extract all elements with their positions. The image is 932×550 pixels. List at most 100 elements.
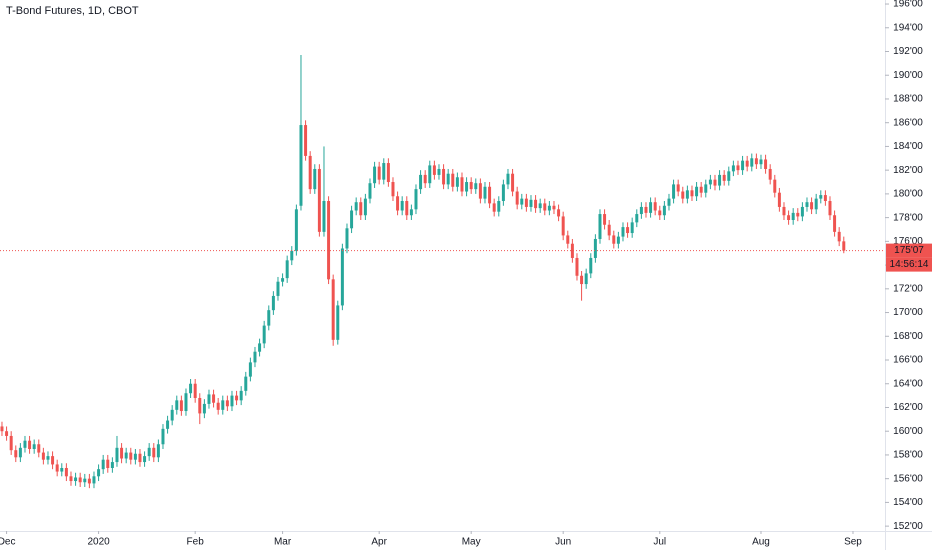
candle-body <box>97 469 101 477</box>
candle-body <box>175 400 179 410</box>
candle-body <box>55 464 59 472</box>
candle-body <box>589 257 593 274</box>
candle-body <box>189 383 193 394</box>
candle-body <box>741 160 745 171</box>
candle-body <box>152 447 156 458</box>
candle-body <box>115 447 119 463</box>
candle-body <box>216 402 220 410</box>
candle-body <box>391 182 395 197</box>
candle-body <box>446 173 450 185</box>
x-tick-label: Apr <box>371 537 387 548</box>
y-tick-label: 182'00 <box>893 165 923 176</box>
candle-body <box>451 173 455 187</box>
chart-title: T-Bond Futures, 1D, CBOT <box>6 5 139 17</box>
candle-body <box>276 281 280 296</box>
candle-body <box>649 202 653 213</box>
candle-body <box>745 160 749 167</box>
x-tick-label: Dec <box>0 537 15 548</box>
candle-body <box>842 241 846 251</box>
candle-body <box>759 159 763 165</box>
y-tick-label: 186'00 <box>893 117 923 128</box>
candle-body <box>83 478 87 483</box>
candle-body <box>442 168 446 185</box>
candle-body <box>60 467 64 472</box>
x-tick-label: Aug <box>752 537 770 548</box>
candle-body <box>207 394 211 404</box>
candle-body <box>414 189 418 210</box>
candle-body <box>511 173 515 192</box>
candle-body <box>101 459 105 470</box>
candle-body <box>653 202 657 211</box>
candle-body <box>543 203 547 211</box>
y-tick-label: 172'00 <box>893 283 923 294</box>
candle-body <box>833 215 837 232</box>
candle-body <box>658 210 662 216</box>
candle-body <box>253 351 257 363</box>
candle-body <box>248 362 252 377</box>
candle-body <box>662 205 666 216</box>
candle-body <box>685 190 689 199</box>
candle-body <box>41 452 45 460</box>
candle-body <box>133 453 137 460</box>
candle-body <box>607 224 611 236</box>
candle-body <box>782 206 786 216</box>
countdown-box <box>886 257 932 272</box>
candle-body <box>78 477 82 483</box>
y-tick-label: 178'00 <box>893 212 923 223</box>
candle-body <box>750 158 754 167</box>
candle-body <box>377 166 381 180</box>
candle-body <box>695 186 699 197</box>
x-tick-label: Jun <box>555 537 571 548</box>
y-tick-label: 156'00 <box>893 473 923 484</box>
candle-body <box>644 206 648 213</box>
candle-body <box>327 201 331 280</box>
candle-body <box>156 444 160 458</box>
candle-body <box>290 250 294 261</box>
candle-body <box>354 202 358 211</box>
candle-body <box>718 174 722 186</box>
candle-body <box>547 205 551 211</box>
candle-body <box>520 198 524 205</box>
candle-body <box>244 376 248 391</box>
candle-body <box>681 191 685 199</box>
candle-body <box>386 163 390 183</box>
candle-body <box>235 395 239 401</box>
candle-body <box>336 305 340 340</box>
candle-body <box>405 201 409 216</box>
x-tick-label: 2020 <box>87 537 110 548</box>
candle-body <box>690 190 694 197</box>
candle-body <box>465 182 469 192</box>
candle-body <box>350 210 354 229</box>
candle-body <box>46 456 50 460</box>
last-price-box <box>886 243 932 258</box>
candle-body <box>768 168 772 180</box>
candle-body <box>667 198 671 206</box>
candle-body <box>538 203 542 209</box>
candle-body <box>138 453 142 463</box>
candle-body <box>262 325 266 344</box>
candle-body <box>258 343 262 352</box>
y-tick-label: 166'00 <box>893 355 923 366</box>
candle-body <box>32 444 36 450</box>
candle-body <box>428 165 432 184</box>
candle-body <box>368 183 372 199</box>
candle-body <box>409 209 413 216</box>
y-tick-label: 164'00 <box>893 378 923 389</box>
candle-body <box>800 206 804 217</box>
candle-body <box>810 202 814 210</box>
candle-body <box>713 179 717 186</box>
candle-body <box>28 440 32 450</box>
candle-body <box>819 195 823 199</box>
candle-body <box>603 214 607 225</box>
candle-body <box>492 203 496 212</box>
candle-body <box>294 209 298 251</box>
candle-body <box>529 199 533 207</box>
candle-body <box>345 228 349 249</box>
candle-body <box>616 236 620 244</box>
candle-body <box>432 165 436 175</box>
candle-body <box>5 431 9 436</box>
candle-body <box>51 456 55 465</box>
candle-body <box>584 273 588 285</box>
candle-body <box>170 409 174 421</box>
